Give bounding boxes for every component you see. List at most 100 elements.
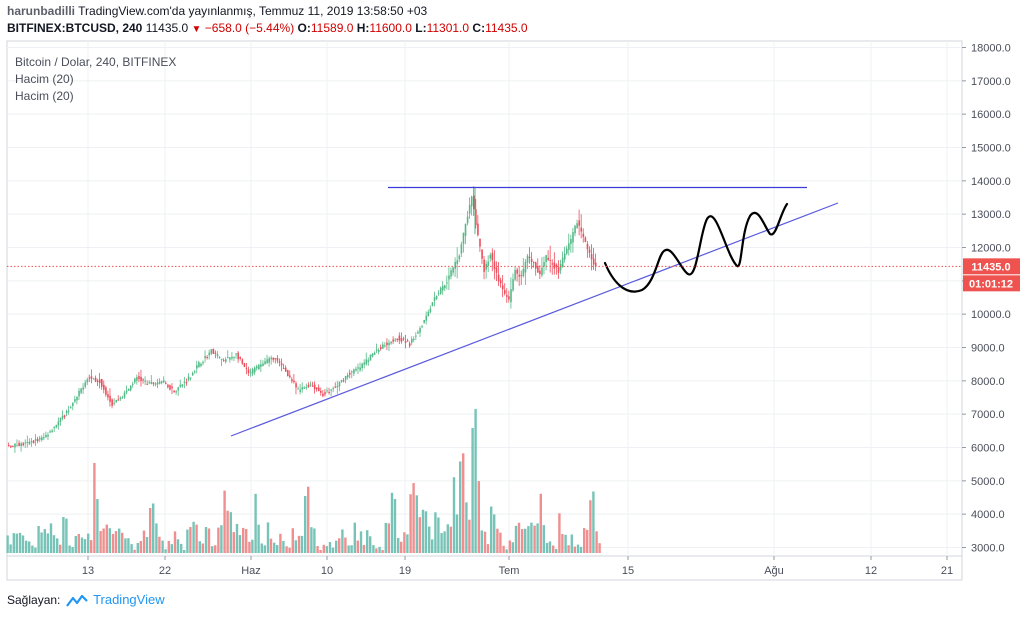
volume-bar bbox=[369, 536, 372, 553]
volume-bar bbox=[223, 490, 226, 553]
candle-body bbox=[425, 315, 428, 321]
volume-bar bbox=[350, 545, 353, 553]
volume-bar bbox=[390, 492, 394, 553]
volume-bar bbox=[477, 481, 480, 553]
volume-bar bbox=[204, 526, 208, 553]
volume-bar bbox=[105, 524, 108, 553]
candle-body bbox=[311, 385, 314, 387]
volume-bar bbox=[465, 502, 468, 553]
candle-body bbox=[249, 372, 252, 374]
volume-bar bbox=[102, 528, 105, 553]
candle-body bbox=[594, 262, 597, 267]
candle-body bbox=[121, 397, 124, 399]
candle-body bbox=[307, 384, 310, 388]
candle-body bbox=[125, 390, 128, 393]
volume-bar bbox=[449, 526, 452, 553]
symbol-label[interactable]: BITFINEX:BTCUSD, 240 bbox=[7, 21, 143, 35]
volume-bar bbox=[304, 495, 307, 553]
volume-bar bbox=[21, 535, 25, 553]
candle-body bbox=[377, 349, 380, 353]
candle-body bbox=[30, 441, 33, 443]
candle-body bbox=[479, 238, 481, 247]
volume-bar bbox=[375, 548, 378, 553]
close-value: 11435.0 bbox=[485, 21, 528, 35]
support-trendline[interactable] bbox=[230, 202, 839, 437]
candle-body bbox=[86, 379, 89, 383]
countdown-label: 01:01:12 bbox=[969, 278, 1013, 290]
volume-bar bbox=[25, 540, 28, 553]
candle-body bbox=[51, 430, 53, 433]
candle-body bbox=[439, 287, 442, 294]
candle-body bbox=[477, 223, 479, 236]
price-tick-label: 6000.0 bbox=[971, 443, 1005, 455]
candle-body bbox=[448, 275, 450, 280]
volume-bar bbox=[279, 533, 282, 553]
candle-body bbox=[218, 356, 221, 358]
candle-body bbox=[349, 372, 351, 375]
candle-body bbox=[481, 249, 483, 259]
price-axis[interactable]: 18000.0 17000.0 16000.0 15000.0 14000.0 13000… bbox=[7, 43, 1011, 555]
header-line-2: BITFINEX:BTCUSD, 240 11435.0 ▼ −658.0 (−… bbox=[7, 21, 528, 35]
volume-bar bbox=[480, 530, 483, 553]
freehand-projection[interactable] bbox=[603, 202, 789, 293]
volume-bar bbox=[486, 544, 490, 553]
legend-volume-2[interactable]: Hacim (20) bbox=[15, 89, 74, 103]
candle-body bbox=[233, 356, 235, 358]
candle-body bbox=[165, 382, 167, 384]
time-tick-label: Ağu bbox=[764, 565, 784, 577]
volume-bar bbox=[548, 541, 552, 553]
candle-body bbox=[158, 381, 161, 384]
candle-body bbox=[342, 380, 345, 382]
candle-body bbox=[487, 261, 490, 266]
volume-bar bbox=[328, 542, 332, 553]
candle-body bbox=[74, 399, 76, 402]
volume-bar bbox=[353, 522, 356, 553]
time-tick-label: 19 bbox=[399, 565, 411, 577]
candle-body bbox=[144, 380, 146, 382]
volume-bar bbox=[428, 526, 431, 553]
price-tick-label: 13000.0 bbox=[971, 209, 1011, 221]
candle-body bbox=[222, 360, 225, 362]
candle-body bbox=[408, 343, 411, 347]
candle-body bbox=[320, 390, 322, 393]
candle-body bbox=[260, 364, 262, 367]
volume-bar bbox=[555, 548, 558, 553]
volume-bar bbox=[521, 529, 524, 553]
candle-body bbox=[543, 262, 545, 267]
volume-bar bbox=[508, 540, 511, 553]
legend-title[interactable]: Bitcoin / Dolar, 240, BITFINEX bbox=[15, 55, 177, 69]
candle-body bbox=[464, 223, 467, 236]
volume-bar bbox=[198, 541, 201, 553]
close-label: C: bbox=[472, 21, 486, 35]
candle-body bbox=[262, 363, 264, 367]
volume-bar bbox=[118, 528, 121, 553]
legend-volume-1[interactable]: Hacim (20) bbox=[15, 72, 74, 86]
volume-bar bbox=[294, 540, 297, 553]
tradingview-logo-icon[interactable] bbox=[65, 594, 88, 608]
candle-body bbox=[501, 285, 504, 290]
price-tick-label: 9000.0 bbox=[971, 343, 1005, 355]
candle-body bbox=[142, 379, 144, 381]
down-triangle-icon: ▼ bbox=[191, 24, 202, 35]
candle-body bbox=[557, 267, 560, 273]
countdown-badge bbox=[963, 275, 1020, 292]
candle-body bbox=[214, 352, 217, 354]
candle-body bbox=[92, 378, 95, 380]
volume-series bbox=[6, 408, 601, 553]
candle-body bbox=[189, 377, 192, 379]
publisher-username[interactable]: harunbadilli bbox=[7, 4, 76, 18]
footer: Sağlayan: TradingView bbox=[7, 592, 165, 608]
candle-body bbox=[227, 357, 229, 359]
price-tick-label: 8000.0 bbox=[971, 376, 1005, 388]
candle-body bbox=[229, 357, 231, 360]
volume-bar bbox=[288, 547, 291, 553]
tradingview-brand-link[interactable]: TradingView bbox=[93, 592, 165, 607]
candle-series[interactable] bbox=[8, 186, 597, 453]
candle-body bbox=[253, 367, 256, 373]
candle-body bbox=[346, 374, 349, 378]
volume-bar bbox=[561, 534, 564, 553]
candle-body bbox=[49, 431, 51, 433]
candle-body bbox=[334, 386, 337, 388]
candle-body bbox=[584, 237, 587, 242]
